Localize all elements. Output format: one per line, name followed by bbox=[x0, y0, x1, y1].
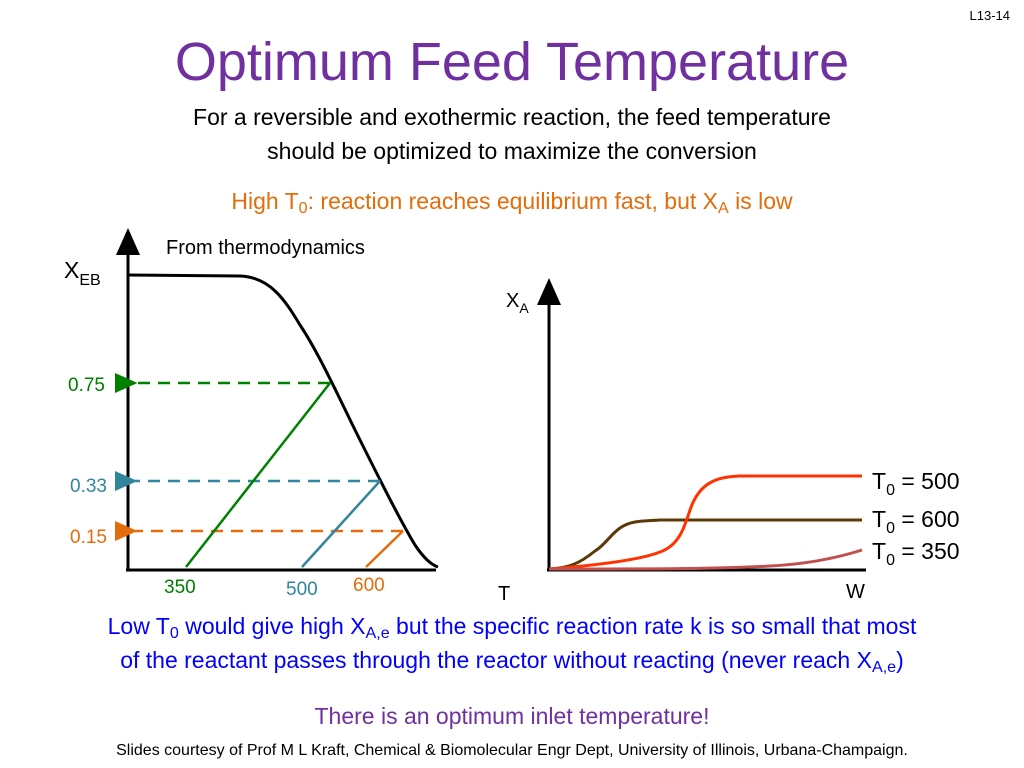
high-t0-sub-1: 0 bbox=[298, 199, 308, 218]
optimum-statement: There is an optimum inlet temperature! bbox=[314, 703, 710, 729]
high-t0-text-1: High T bbox=[231, 188, 299, 214]
label-t0-350: T0 = 350 bbox=[872, 538, 960, 569]
high-t0-text-2: : reaction reaches equilibrium fast, but… bbox=[307, 188, 718, 214]
low-t0-sub-3: A,e bbox=[871, 658, 897, 677]
x-tick-350: 350 bbox=[164, 577, 196, 598]
x-tick-600: 600 bbox=[353, 575, 385, 596]
low-t0-sub-2: A,e bbox=[365, 624, 390, 643]
right-x-label: W bbox=[846, 581, 865, 603]
y-tick-015: 0.15 bbox=[70, 527, 107, 548]
curve-t0-350 bbox=[548, 548, 863, 571]
label-t0-600: T0 = 600 bbox=[872, 506, 960, 537]
adiabatic-line-500 bbox=[301, 480, 381, 568]
slide-number: L13-14 bbox=[969, 8, 1010, 23]
low-t0-text-5: ) bbox=[896, 647, 904, 673]
y-tick-033: 0.33 bbox=[70, 476, 107, 497]
low-t0-text-2: would give high X bbox=[178, 613, 366, 639]
equilibrium-curve bbox=[127, 273, 439, 569]
subtitle-line-1: For a reversible and exothermic reaction… bbox=[193, 104, 831, 130]
adiabatic-line-600 bbox=[365, 530, 404, 568]
high-t0-text-3: is low bbox=[728, 188, 793, 214]
credit-line: Slides courtesy of Prof M L Kraft, Chemi… bbox=[116, 742, 908, 759]
from-thermodynamics-label: From thermodynamics bbox=[166, 237, 365, 259]
curve-t0-600 bbox=[548, 518, 862, 571]
adiabatic-line-350 bbox=[185, 382, 331, 568]
slide-title: Optimum Feed Temperature bbox=[174, 32, 850, 92]
low-t0-text-4: of the reactant passes through the react… bbox=[120, 647, 872, 673]
label-t0-500: T0 = 500 bbox=[872, 468, 960, 499]
left-x-label: T bbox=[498, 583, 510, 605]
y-tick-075: 0.75 bbox=[68, 375, 105, 396]
high-t0-sub-2: A bbox=[718, 199, 729, 218]
left-y-label: XEB bbox=[64, 257, 101, 289]
low-t0-text-1: Low T bbox=[107, 613, 170, 639]
high-t0-statement: High T0: reaction reaches equilibrium fa… bbox=[0, 188, 1024, 218]
low-t0-sub-1: 0 bbox=[169, 624, 179, 643]
low-t0-text-3: but the specific reaction rate k is so s… bbox=[389, 613, 917, 639]
subtitle-line-2: should be optimized to maximize the conv… bbox=[267, 138, 757, 164]
low-t0-statement: Low T0 would give high XA,e but the spec… bbox=[0, 609, 1024, 677]
right-y-label: XA bbox=[506, 290, 529, 316]
x-tick-500: 500 bbox=[286, 579, 318, 600]
curve-t0-500 bbox=[548, 474, 862, 571]
slide-subtitle: For a reversible and exothermic reaction… bbox=[60, 100, 964, 168]
